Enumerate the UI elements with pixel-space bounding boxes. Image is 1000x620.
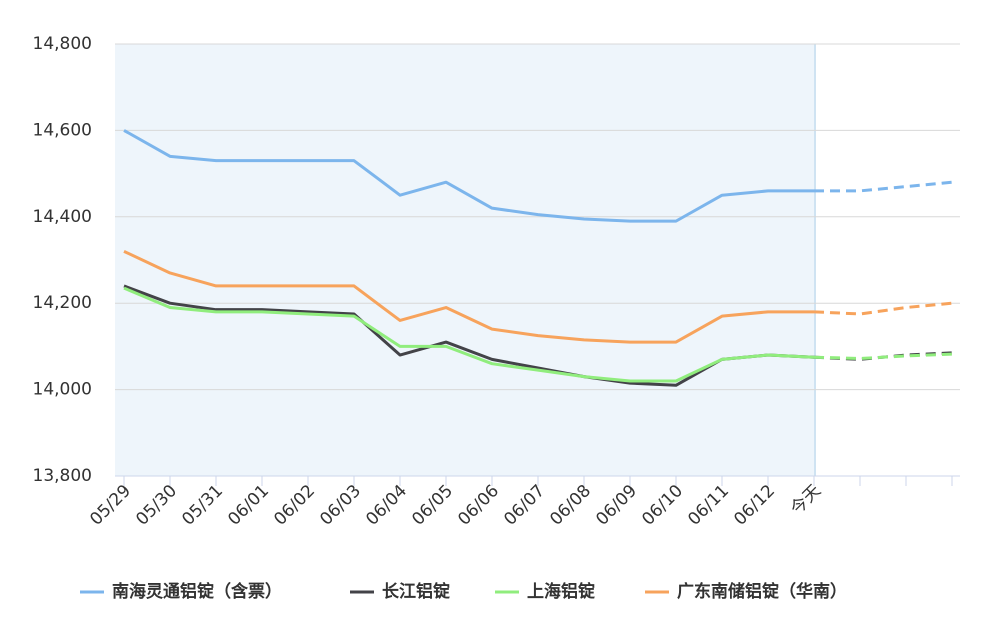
x-tick-label: 05/30 xyxy=(132,481,181,530)
x-tick-label: 06/04 xyxy=(362,481,411,530)
x-tick-label: 06/03 xyxy=(316,481,365,530)
forecast-line xyxy=(814,180,953,193)
x-tick-label: 今天 xyxy=(787,481,825,519)
forecast-line xyxy=(813,301,953,316)
y-tick-label: 14,800 xyxy=(33,34,92,54)
legend-label: 南海灵通铝锭（含票） xyxy=(112,581,282,602)
x-tick-label: 05/29 xyxy=(86,481,135,530)
x-tick-label: 06/05 xyxy=(408,481,457,530)
y-tick-label: 13,800 xyxy=(33,466,92,486)
x-tick-label: 06/10 xyxy=(638,481,687,530)
legend-label: 上海铝锭 xyxy=(527,581,595,602)
y-tick-label: 14,400 xyxy=(33,207,92,227)
series-line xyxy=(123,250,814,344)
x-tick-label: 05/31 xyxy=(178,481,227,530)
y-tick-label: 14,000 xyxy=(33,380,92,400)
x-tick-label: 06/09 xyxy=(592,481,641,530)
y-tick-label: 14,200 xyxy=(33,293,92,313)
forecast-line xyxy=(813,352,953,360)
legend-label: 长江铝锭 xyxy=(382,581,450,602)
series-line xyxy=(123,284,815,387)
x-tick-label: 06/08 xyxy=(546,481,595,530)
history-band xyxy=(115,44,815,476)
series-line xyxy=(123,286,815,383)
legend-label: 广东南储铝锭（华南） xyxy=(677,581,847,602)
x-tick-label: 06/02 xyxy=(270,481,319,530)
x-tick-label: 06/07 xyxy=(500,481,549,530)
x-tick-label: 06/12 xyxy=(730,481,779,530)
series-line xyxy=(123,129,814,223)
x-tick-label: 06/11 xyxy=(684,481,733,530)
y-tick-label: 14,600 xyxy=(33,120,92,140)
x-tick-label: 06/01 xyxy=(224,481,273,530)
x-tick-label: 06/06 xyxy=(454,481,503,530)
